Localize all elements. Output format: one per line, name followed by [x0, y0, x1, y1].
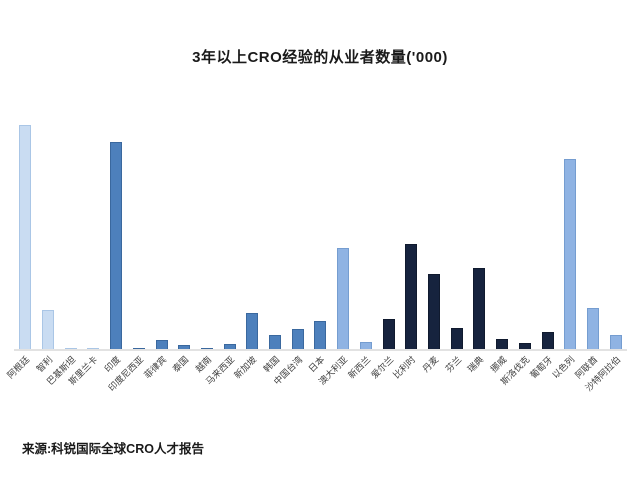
x-axis-label: 瑞典 [465, 354, 486, 375]
bar-slot: 中国台湾 [272, 114, 309, 387]
bar [450, 328, 463, 349]
bar [269, 335, 282, 349]
bar-slot: 斯里兰卡 [67, 114, 105, 387]
x-axis-label: 爱尔兰 [368, 354, 395, 381]
bar [314, 321, 327, 349]
bar-slot: 阿联酋 [573, 114, 605, 380]
bar-slot: 菲律宾 [142, 114, 173, 380]
bar [428, 274, 440, 349]
bar [200, 348, 213, 349]
x-axis-label: 新加坡 [232, 354, 259, 381]
bar [405, 244, 418, 349]
bar [496, 339, 509, 349]
bar-slot: 爱尔兰 [369, 114, 400, 380]
bar [564, 159, 577, 349]
bar-slot: 泰国 [171, 114, 196, 374]
bar [609, 335, 622, 349]
x-axis-label: 葡萄牙 [527, 354, 554, 381]
bar [87, 348, 100, 349]
bar-slot: 韩国 [262, 114, 287, 374]
source-note: 来源:科锐国际全球CRO人才报告 [22, 442, 204, 456]
x-axis-label: 以色列 [550, 354, 577, 381]
bar [132, 347, 145, 349]
bar [64, 347, 77, 349]
bar-slot: 印度尼西亚 [106, 114, 151, 393]
chart-title: 3年以上CRO经验的从业者数量('000) [192, 49, 448, 66]
bar [246, 313, 259, 349]
bar-slot: 沙特阿拉伯 [583, 114, 627, 393]
bar-slot: 智利 [35, 114, 60, 374]
bar-slot: 印度 [103, 114, 128, 374]
x-axis-label: 丹麦 [420, 354, 441, 375]
bar-slot: 瑞典 [466, 114, 491, 374]
bar-chart-plot: 阿根廷 智利 巴基斯坦 斯里兰卡 印度 印度尼西亚 菲律宾 泰国 越南 马来西亚 新加坡 韩国 中国台湾… [6, 114, 627, 393]
x-axis-label: 芬兰 [443, 354, 464, 375]
x-axis-label: 阿根廷 [5, 354, 32, 381]
bar [541, 332, 554, 349]
bar-slot: 巴基斯坦 [45, 114, 82, 387]
bar [337, 248, 350, 349]
bar-slot: 日本 [307, 114, 332, 374]
bar [291, 329, 304, 349]
bar-slot: 新加坡 [233, 114, 264, 380]
bar-slot: 挪威 [489, 114, 514, 374]
bar-slot: 比利时 [392, 114, 423, 380]
bar-slot: 葡萄牙 [528, 114, 559, 380]
x-axis-label: 泰国 [170, 354, 191, 375]
bar [586, 308, 599, 349]
bar [19, 125, 32, 349]
x-axis-label: 新西兰 [346, 354, 373, 381]
x-axis-label: 菲律宾 [141, 354, 168, 381]
bar-slot: 新西兰 [346, 114, 378, 380]
bar-slot: 芬兰 [443, 114, 468, 374]
bar-slot: 丹麦 [421, 114, 446, 374]
bar-slot: 马来西亚 [204, 114, 241, 387]
bar [155, 340, 168, 349]
bar-slot: 以色列 [550, 114, 582, 380]
bar [518, 343, 531, 349]
bar [110, 142, 123, 349]
bar [473, 268, 486, 349]
bar [223, 344, 236, 349]
bar-slot: 阿根廷 [6, 114, 37, 380]
bar-slot: 斯洛伐克 [499, 114, 536, 387]
bar [382, 319, 395, 349]
bar [42, 310, 55, 349]
bar-slot: 越南 [194, 114, 219, 374]
bar-slot: 澳大利亚 [317, 114, 355, 387]
bar [359, 342, 372, 349]
bar [178, 344, 191, 349]
x-axis-label: 比利时 [391, 354, 418, 381]
